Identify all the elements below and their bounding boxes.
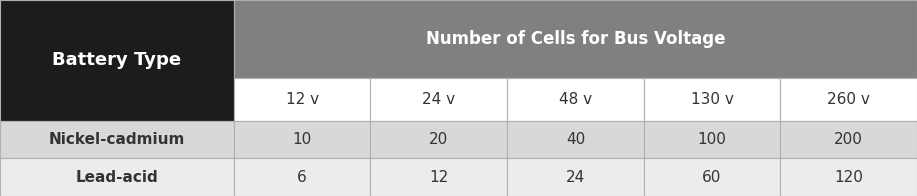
Text: 24: 24: [566, 170, 585, 185]
Bar: [644, 78, 780, 121]
Bar: [0, 158, 234, 196]
Text: 24 v: 24 v: [422, 92, 456, 107]
Bar: [234, 121, 370, 158]
Bar: [507, 121, 644, 158]
Bar: [780, 121, 917, 158]
Text: 12: 12: [429, 170, 448, 185]
Text: 260 v: 260 v: [827, 92, 870, 107]
Text: 60: 60: [702, 170, 722, 185]
Bar: [780, 158, 917, 196]
Bar: [370, 158, 507, 196]
Bar: [234, 78, 370, 121]
Text: 40: 40: [566, 132, 585, 147]
Text: Number of Cells for Bus Voltage: Number of Cells for Bus Voltage: [425, 30, 725, 48]
Bar: [370, 78, 507, 121]
Text: 120: 120: [834, 170, 863, 185]
Bar: [644, 158, 780, 196]
Bar: [370, 121, 507, 158]
Text: 10: 10: [293, 132, 312, 147]
Bar: [0, 121, 234, 158]
Text: 20: 20: [429, 132, 448, 147]
Text: 100: 100: [698, 132, 726, 147]
Bar: [780, 78, 917, 121]
Text: 48 v: 48 v: [558, 92, 592, 107]
Text: 130 v: 130 v: [691, 92, 734, 107]
Text: 6: 6: [297, 170, 307, 185]
Bar: [507, 158, 644, 196]
Bar: [507, 78, 644, 121]
Text: Lead-acid: Lead-acid: [75, 170, 159, 185]
Text: Battery Type: Battery Type: [52, 51, 182, 69]
Bar: [644, 121, 780, 158]
Text: 12 v: 12 v: [285, 92, 319, 107]
Bar: [234, 158, 370, 196]
Bar: [234, 0, 917, 78]
Text: Nickel-cadmium: Nickel-cadmium: [49, 132, 185, 147]
Text: 200: 200: [834, 132, 863, 147]
Bar: [0, 0, 234, 121]
